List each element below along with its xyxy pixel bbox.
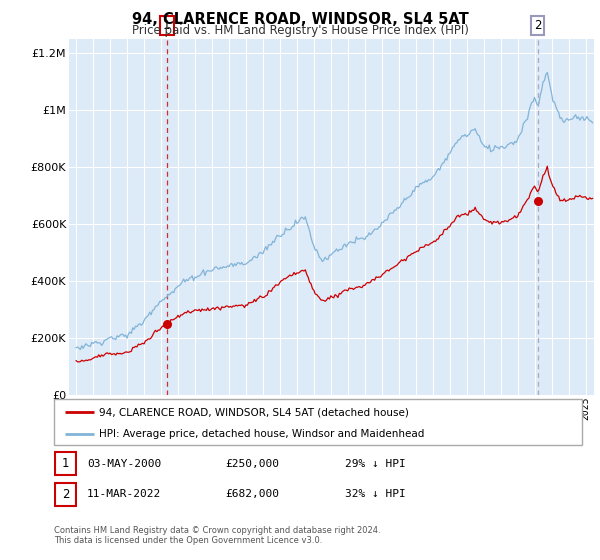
Text: 29% ↓ HPI: 29% ↓ HPI <box>345 459 406 469</box>
Text: 2: 2 <box>62 488 69 501</box>
Text: 94, CLARENCE ROAD, WINDSOR, SL4 5AT (detached house): 94, CLARENCE ROAD, WINDSOR, SL4 5AT (det… <box>99 407 409 417</box>
Text: Contains HM Land Registry data © Crown copyright and database right 2024.: Contains HM Land Registry data © Crown c… <box>54 526 380 535</box>
Text: HPI: Average price, detached house, Windsor and Maidenhead: HPI: Average price, detached house, Wind… <box>99 429 424 438</box>
Text: 03-MAY-2000: 03-MAY-2000 <box>87 459 161 469</box>
Text: £250,000: £250,000 <box>225 459 279 469</box>
Text: 1: 1 <box>62 457 69 470</box>
Text: Price paid vs. HM Land Registry's House Price Index (HPI): Price paid vs. HM Land Registry's House … <box>131 24 469 37</box>
Text: 32% ↓ HPI: 32% ↓ HPI <box>345 489 406 500</box>
Text: 1: 1 <box>163 19 170 32</box>
Text: 11-MAR-2022: 11-MAR-2022 <box>87 489 161 500</box>
Text: £682,000: £682,000 <box>225 489 279 500</box>
Bar <box>55 452 76 475</box>
Bar <box>55 483 76 506</box>
Text: This data is licensed under the Open Government Licence v3.0.: This data is licensed under the Open Gov… <box>54 536 322 545</box>
Text: 94, CLARENCE ROAD, WINDSOR, SL4 5AT: 94, CLARENCE ROAD, WINDSOR, SL4 5AT <box>131 12 469 27</box>
Text: 2: 2 <box>534 19 542 32</box>
